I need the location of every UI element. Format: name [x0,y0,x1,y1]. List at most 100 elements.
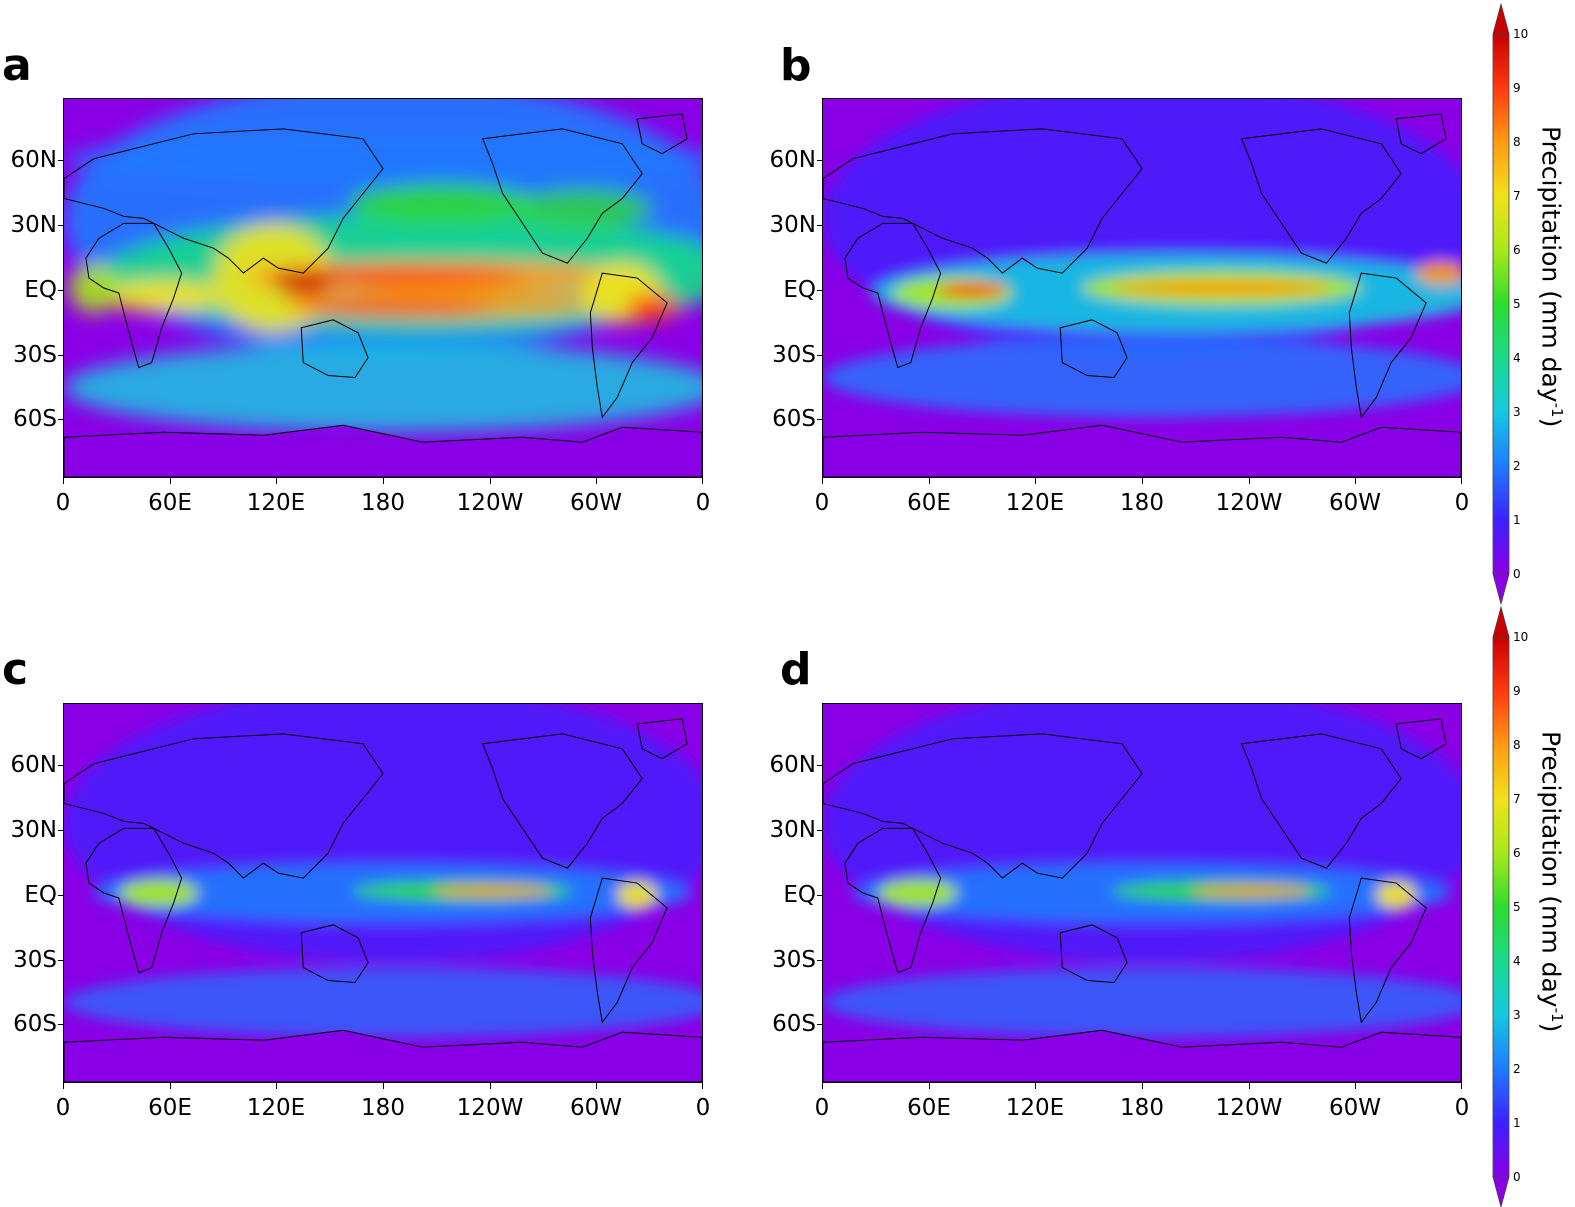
coastline-outline [300,319,369,379]
y-tick-label: 30N [10,212,57,238]
colorbar-title-end: ) [1536,1022,1566,1033]
x-tick-label: 60W [1328,1095,1381,1121]
coastline-outline [589,877,668,1024]
coastline-outline [1348,272,1427,419]
coastline-outline [481,128,643,264]
x-tick-mark [822,1083,823,1089]
y-tick-mark [817,225,822,226]
precip-band [512,188,653,229]
x-tick-label: 120W [1215,490,1283,516]
x-tick-mark [929,1083,930,1089]
y-tick-mark [58,160,63,161]
coastline-outline [823,424,1461,477]
y-tick-label: 60S [13,406,57,432]
x-tick-mark [822,478,823,484]
coastline-outline [85,222,183,369]
coastline-outline [1240,128,1402,264]
x-tick-label: 0 [1454,490,1470,516]
x-tick-mark [63,1083,64,1089]
precip-band [273,271,334,295]
colorbar-tick-label: 8 [1513,135,1521,149]
x-tick-label: 0 [1454,1095,1470,1121]
coastline-outline [1395,113,1447,155]
coastline-outline [823,733,1143,879]
precip-band [68,263,119,313]
panel-letter-c: c [2,644,29,695]
y-tick-mark [817,160,822,161]
x-tick-label: 60E [907,490,951,516]
panel-letter-b: b [780,40,812,91]
colorbar-tick-label: 1 [1513,1116,1521,1130]
colorbar-svg [1492,605,1510,1207]
colorbar-max-arrow [1492,2,1510,35]
colorbar-tick-label: 0 [1513,567,1521,581]
y-tick-mark [58,830,63,831]
colorbar-tick-label: 6 [1513,243,1521,257]
x-tick-mark [1249,478,1250,484]
y-tick-mark [58,960,63,961]
y-tick-label: 30S [13,342,57,368]
y-tick-label: EQ [24,277,57,303]
x-tick-mark [276,478,277,484]
x-tick-label: 180 [361,1095,405,1121]
map-panel-d [822,703,1462,1083]
x-tick-mark [702,478,703,484]
coastline-outline [1059,924,1128,984]
coastline-outline [844,222,942,369]
colorbar-tick-label: 10 [1513,27,1529,41]
coastline-outline [589,272,668,419]
x-tick-label: 180 [361,490,405,516]
y-tick-mark [817,830,822,831]
x-tick-label: 0 [55,1095,71,1121]
precip-band [1376,881,1417,909]
precip-band [1416,261,1461,286]
precip-band [432,885,553,897]
colorbar-tick-label: 7 [1513,792,1521,806]
colorbar-tick-label: 2 [1513,459,1521,473]
coastline-outline [823,128,1143,274]
colorbar-title-sup: -1 [1548,1007,1566,1023]
x-tick-label: 120E [1005,490,1065,516]
x-tick-mark [1035,478,1036,484]
x-tick-label: 60W [1328,490,1381,516]
x-tick-label: 0 [814,490,830,516]
coastlines [64,113,702,477]
x-tick-mark [170,478,171,484]
colorbar-gradient [1492,636,1510,1178]
colorbar-tick-label: 6 [1513,846,1521,860]
coastline-outline [64,128,384,274]
x-tick-mark [1035,1083,1036,1089]
y-tick-label: 60N [769,147,816,173]
colorbar-tick-label: 3 [1513,405,1521,419]
y-tick-label: 60S [772,406,816,432]
colorbar-tick-label: 5 [1513,900,1521,914]
colorbar-tick-label: 5 [1513,297,1521,311]
precip-band [1112,280,1332,296]
y-tick-mark [817,419,822,420]
colorbar-tick-label: 3 [1513,1008,1521,1022]
coastline-outline [844,827,942,974]
panel-letter-a: a [2,40,32,91]
coastline-outline [1395,718,1447,760]
x-tick-label: 120W [456,490,524,516]
x-tick-mark [1355,1083,1356,1089]
map-svg [64,704,702,1082]
coastlines [823,113,1461,477]
y-tick-mark [58,225,63,226]
y-tick-label: 60S [772,1011,816,1037]
colorbar-tick-label: 8 [1513,738,1521,752]
precip-band [1191,885,1312,897]
precip-band [293,299,493,316]
coastline-outline [636,718,688,760]
colorbar-title-top: Precipitation (mm day-1) [1537,126,1566,427]
y-tick-label: 60N [769,752,816,778]
map-svg [64,99,702,477]
y-tick-label: EQ [24,882,57,908]
colorbar-tick-label: 9 [1513,81,1521,95]
x-tick-mark [276,1083,277,1089]
colorbar-title-end: ) [1536,417,1566,428]
precip-band [937,283,1008,297]
colorbar-gradient [1492,33,1510,575]
y-tick-label: EQ [783,277,816,303]
y-tick-mark [58,290,63,291]
